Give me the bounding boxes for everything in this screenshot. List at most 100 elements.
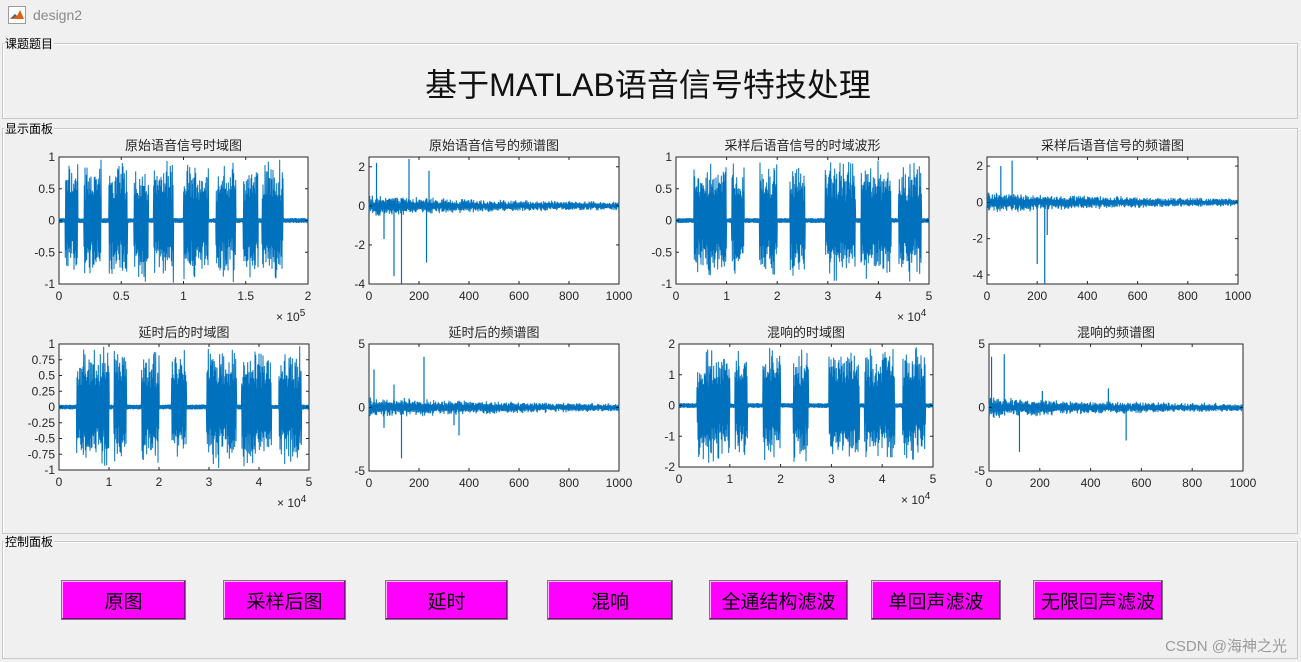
x-tick-label: 1	[180, 289, 187, 303]
plots-area: 原始语音信号时域图 0 0.5 1 1.5 2 1 0.5 0 -0.5 -1 × 105 原始语音信号…	[28, 138, 1257, 510]
x-tick-label: 2	[777, 472, 784, 486]
y-tick-label: 0.25	[32, 384, 56, 398]
x-tick-label: 4	[256, 475, 263, 489]
y-tick-label: -0.25	[28, 416, 56, 430]
x-tick-label: 600	[509, 476, 529, 490]
plot-area-2	[368, 156, 620, 285]
display-panel-label: 显示面板	[4, 122, 55, 136]
chart-title: 混响的时域图	[767, 325, 845, 341]
reverb-button[interactable]: 混响	[547, 580, 673, 620]
x-tick-label: 5	[930, 472, 937, 486]
x-tick-label: 400	[459, 476, 479, 490]
y-tick-label: 1	[48, 337, 55, 351]
x-tick-label: 600	[509, 289, 529, 303]
x-tick-label: 4	[875, 289, 882, 303]
series-line	[58, 346, 310, 469]
x-tick-label: 400	[1081, 476, 1101, 490]
y-tick-label: -1	[664, 429, 675, 443]
series-line	[368, 195, 620, 216]
chart-title: 采样后语音信号的频谱图	[1041, 138, 1184, 154]
series-line	[678, 347, 934, 463]
y-tick-label: -1	[661, 277, 672, 291]
plot-area-4	[986, 156, 1239, 285]
y-tick-label: -0.75	[28, 447, 56, 461]
x-tick-label: 0	[366, 289, 373, 303]
y-tick-label: -4	[354, 277, 365, 291]
x-tick-label: 0	[56, 475, 63, 489]
x-tick-label: 4	[879, 472, 886, 486]
control-panel-label: 控制面板	[4, 535, 55, 549]
x-tick-label: 400	[1077, 289, 1097, 303]
y-tick-label: 0.5	[38, 369, 55, 383]
x-tick-label: 200	[1027, 289, 1047, 303]
series-line	[986, 192, 1239, 213]
window-title: design2	[33, 7, 83, 23]
y-tick-label: -1	[44, 277, 55, 291]
x-tick-label: 0	[986, 476, 993, 490]
series-line	[58, 159, 309, 283]
x-tick-label: 2	[305, 289, 312, 303]
x-tick-label: 1000	[1225, 289, 1252, 303]
y-tick-label: 0	[358, 199, 365, 213]
sampled-button[interactable]: 采样后图	[223, 580, 346, 620]
x-tick-label: 5	[306, 475, 313, 489]
y-tick-label: -0.5	[651, 245, 672, 259]
y-tick-label: 1	[668, 368, 675, 382]
axis-exponent: × 104	[901, 491, 931, 507]
y-tick-label: -2	[354, 238, 365, 252]
y-tick-label: -2	[972, 232, 983, 246]
x-tick-label: 3	[828, 472, 835, 486]
x-tick-label: 2	[774, 289, 781, 303]
display-panel	[2, 128, 1298, 534]
y-tick-label: 2	[976, 159, 983, 173]
single-echo-filter-button[interactable]: 单回声滤波	[871, 580, 1001, 620]
y-tick-label: 0.5	[38, 182, 55, 196]
x-tick-label: 800	[1178, 289, 1198, 303]
series-line	[675, 160, 930, 282]
infinite-echo-filter-button[interactable]: 无限回声滤波	[1033, 580, 1163, 620]
chart-title: 混响的频谱图	[1077, 325, 1155, 341]
y-tick-label: 0.75	[32, 353, 56, 367]
chart-title: 延时后的时域图	[138, 325, 229, 341]
series-line	[368, 397, 620, 417]
original-button[interactable]: 原图	[61, 580, 186, 620]
watermark: CSDN @海神之光	[1165, 638, 1287, 655]
y-tick-label: 5	[358, 337, 365, 351]
x-tick-label: 200	[409, 476, 429, 490]
y-tick-label: 0.5	[655, 182, 672, 196]
allpass-filter-button[interactable]: 全通结构滤波	[709, 580, 848, 620]
control-panel	[2, 541, 1298, 659]
x-tick-label: 3	[206, 475, 213, 489]
x-tick-label: 0.5	[113, 289, 130, 303]
x-tick-label: 200	[1030, 476, 1050, 490]
y-tick-label: -1	[44, 463, 55, 477]
chart-title: 采样后语音信号的时域波形	[724, 138, 880, 154]
y-tick-label: -0.5	[34, 245, 55, 259]
y-tick-label: -4	[972, 268, 983, 282]
chart-title: 原始语音信号时域图	[125, 138, 242, 154]
topic-panel-label: 课题题目	[4, 37, 55, 51]
y-tick-label: 0	[976, 195, 983, 209]
x-tick-label: 1000	[606, 289, 633, 303]
y-tick-label: 5	[978, 337, 985, 351]
matlab-icon	[8, 6, 26, 24]
y-tick-label: -2	[664, 460, 675, 474]
y-tick-label: 0	[358, 401, 365, 415]
x-tick-label: 600	[1131, 476, 1151, 490]
x-tick-label: 0	[366, 476, 373, 490]
x-tick-label: 400	[459, 289, 479, 303]
series-line	[988, 397, 1244, 419]
x-tick-label: 0	[984, 289, 991, 303]
x-tick-label: 800	[559, 476, 579, 490]
x-tick-label: 600	[1128, 289, 1148, 303]
y-tick-label: 0	[48, 400, 55, 414]
y-tick-label: -5	[974, 464, 985, 478]
axis-exponent: × 105	[276, 308, 306, 324]
delay-button[interactable]: 延时	[385, 580, 508, 620]
x-tick-label: 0	[676, 472, 683, 486]
x-tick-label: 1	[106, 475, 113, 489]
x-tick-label: 800	[1182, 476, 1202, 490]
y-tick-label: 0	[978, 401, 985, 415]
topic-panel	[2, 43, 1298, 119]
y-tick-label: -0.5	[34, 432, 55, 446]
